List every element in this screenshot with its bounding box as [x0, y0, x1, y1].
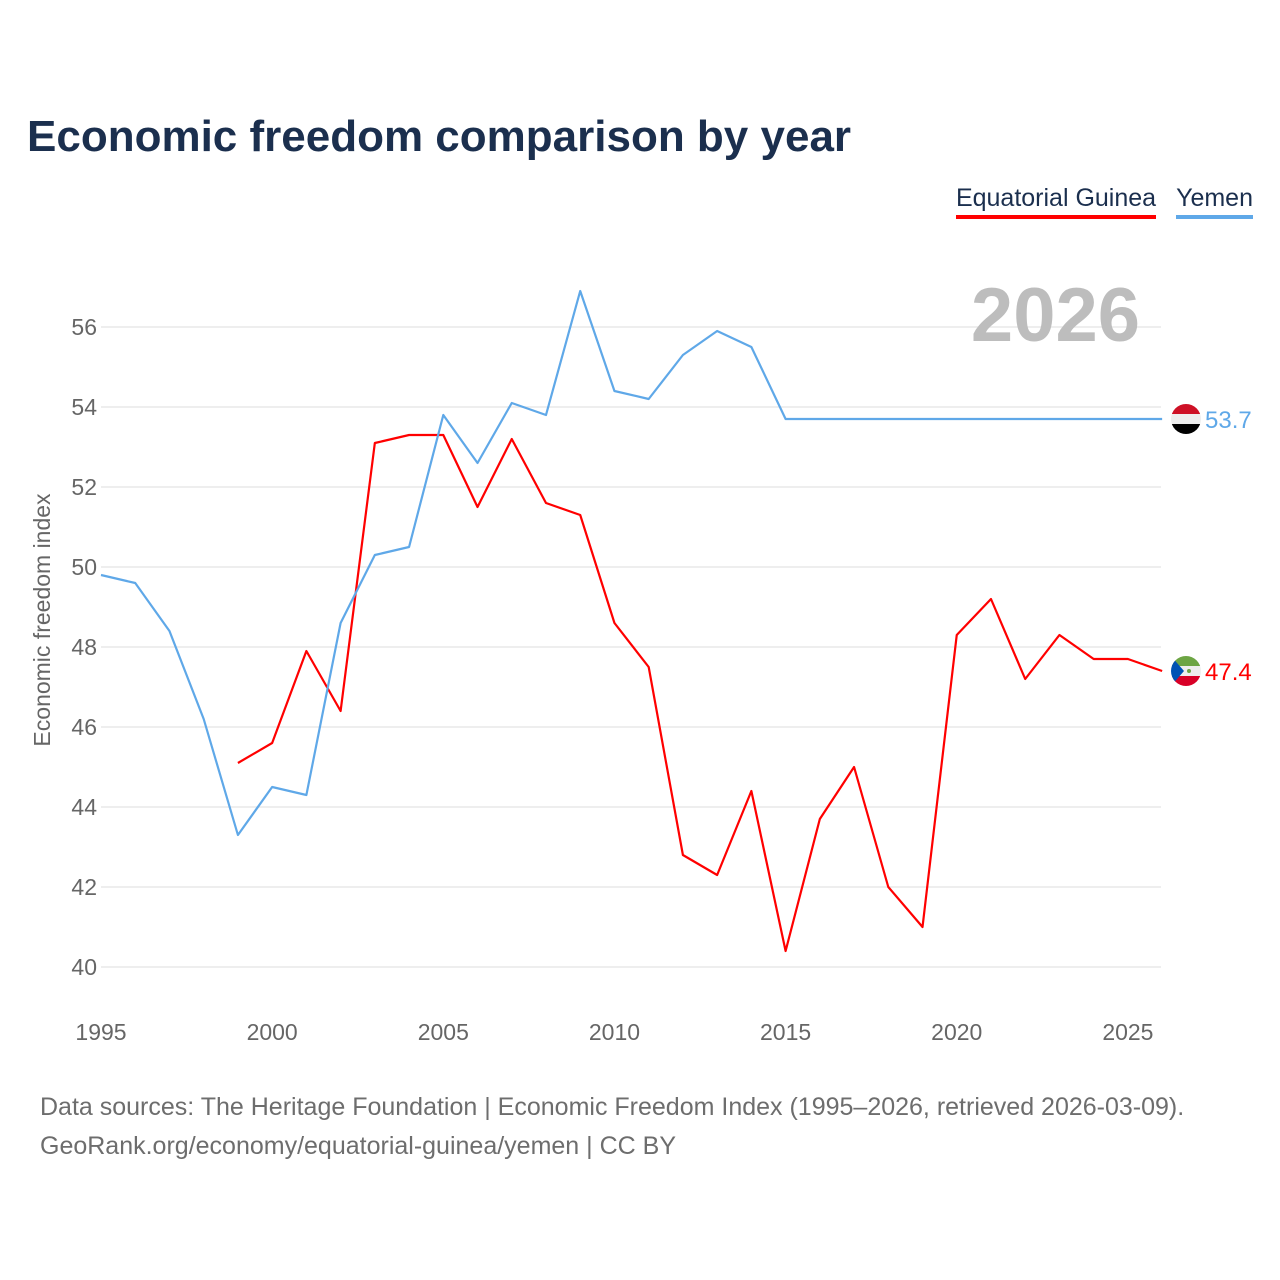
y-tick-label: 50 [71, 554, 97, 580]
source-line-2: GeoRank.org/economy/equatorial-guinea/ye… [40, 1132, 676, 1160]
flag-emblem [1187, 669, 1191, 673]
x-tick-label: 2020 [931, 1019, 982, 1045]
y-tick-label: 42 [71, 874, 97, 900]
end-value-label: 47.4 [1205, 659, 1252, 686]
series-line-equatorial-guinea [237, 433, 1163, 953]
flag-stripe [1171, 656, 1201, 666]
y-tick-label: 52 [71, 474, 97, 500]
source-line-1: Data sources: The Heritage Foundation | … [40, 1093, 1185, 1121]
x-tick-label: 2010 [589, 1019, 640, 1045]
x-tick-label: 2005 [418, 1019, 469, 1045]
flag-stripe [1171, 414, 1201, 424]
y-tick-label: 40 [71, 954, 97, 980]
flag-stripe [1171, 676, 1201, 686]
y-tick-label: 46 [71, 714, 97, 740]
flag-stripe [1171, 424, 1201, 434]
y-tick-label: 54 [71, 394, 97, 420]
x-tick-label: 2025 [1102, 1019, 1153, 1045]
y-axis-label: Economic freedom index [29, 493, 55, 747]
legend-yemen[interactable]: Yemen [1176, 184, 1253, 219]
y-tick-label: 44 [71, 794, 97, 820]
yemen-flag-icon [1171, 404, 1201, 434]
year-watermark: 2026 [971, 273, 1140, 358]
equatorial-guinea-flag-icon [1171, 656, 1201, 686]
legend-equatorial-guinea[interactable]: Equatorial Guinea [955, 184, 1157, 219]
x-tick-label: 2015 [760, 1019, 811, 1045]
series-line-yemen [100, 289, 1163, 837]
y-tick-label: 56 [71, 314, 97, 340]
x-tick-label: 2000 [247, 1019, 298, 1045]
y-tick-label: 48 [71, 634, 97, 660]
flag-triangle [1171, 656, 1184, 686]
flag [1171, 404, 1201, 434]
end-value-label: 53.7 [1205, 407, 1252, 434]
flag-stripe [1171, 404, 1201, 414]
chart-title: Economic freedom comparison by year [27, 112, 852, 161]
legend: Equatorial Guinea Yemen [955, 184, 1253, 219]
flag [1171, 656, 1201, 686]
source-note: Data sources: The Heritage Foundation | … [40, 1088, 1184, 1166]
x-tick-label: 1995 [75, 1019, 126, 1045]
flag-stripe [1171, 666, 1201, 676]
